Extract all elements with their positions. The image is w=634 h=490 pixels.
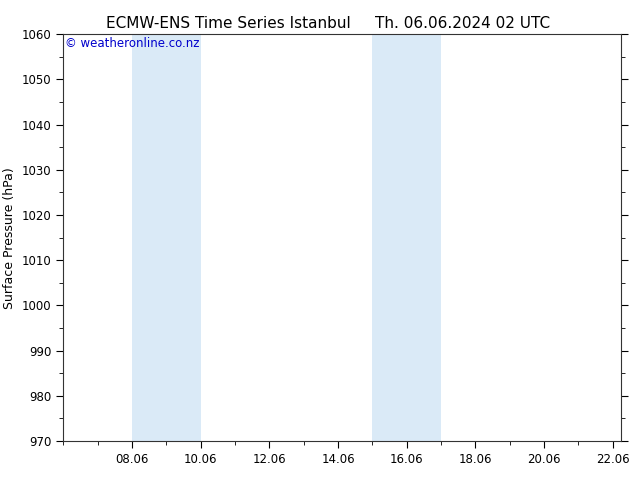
Text: Th. 06.06.2024 02 UTC: Th. 06.06.2024 02 UTC: [375, 16, 550, 31]
Bar: [132, 34, 166, 441]
Text: ECMW-ENS Time Series Istanbul: ECMW-ENS Time Series Istanbul: [106, 16, 351, 31]
Bar: [372, 34, 407, 441]
Y-axis label: Surface Pressure (hPa): Surface Pressure (hPa): [3, 167, 16, 309]
Bar: [166, 34, 201, 441]
Bar: [407, 34, 441, 441]
Text: © weatheronline.co.nz: © weatheronline.co.nz: [65, 37, 200, 49]
